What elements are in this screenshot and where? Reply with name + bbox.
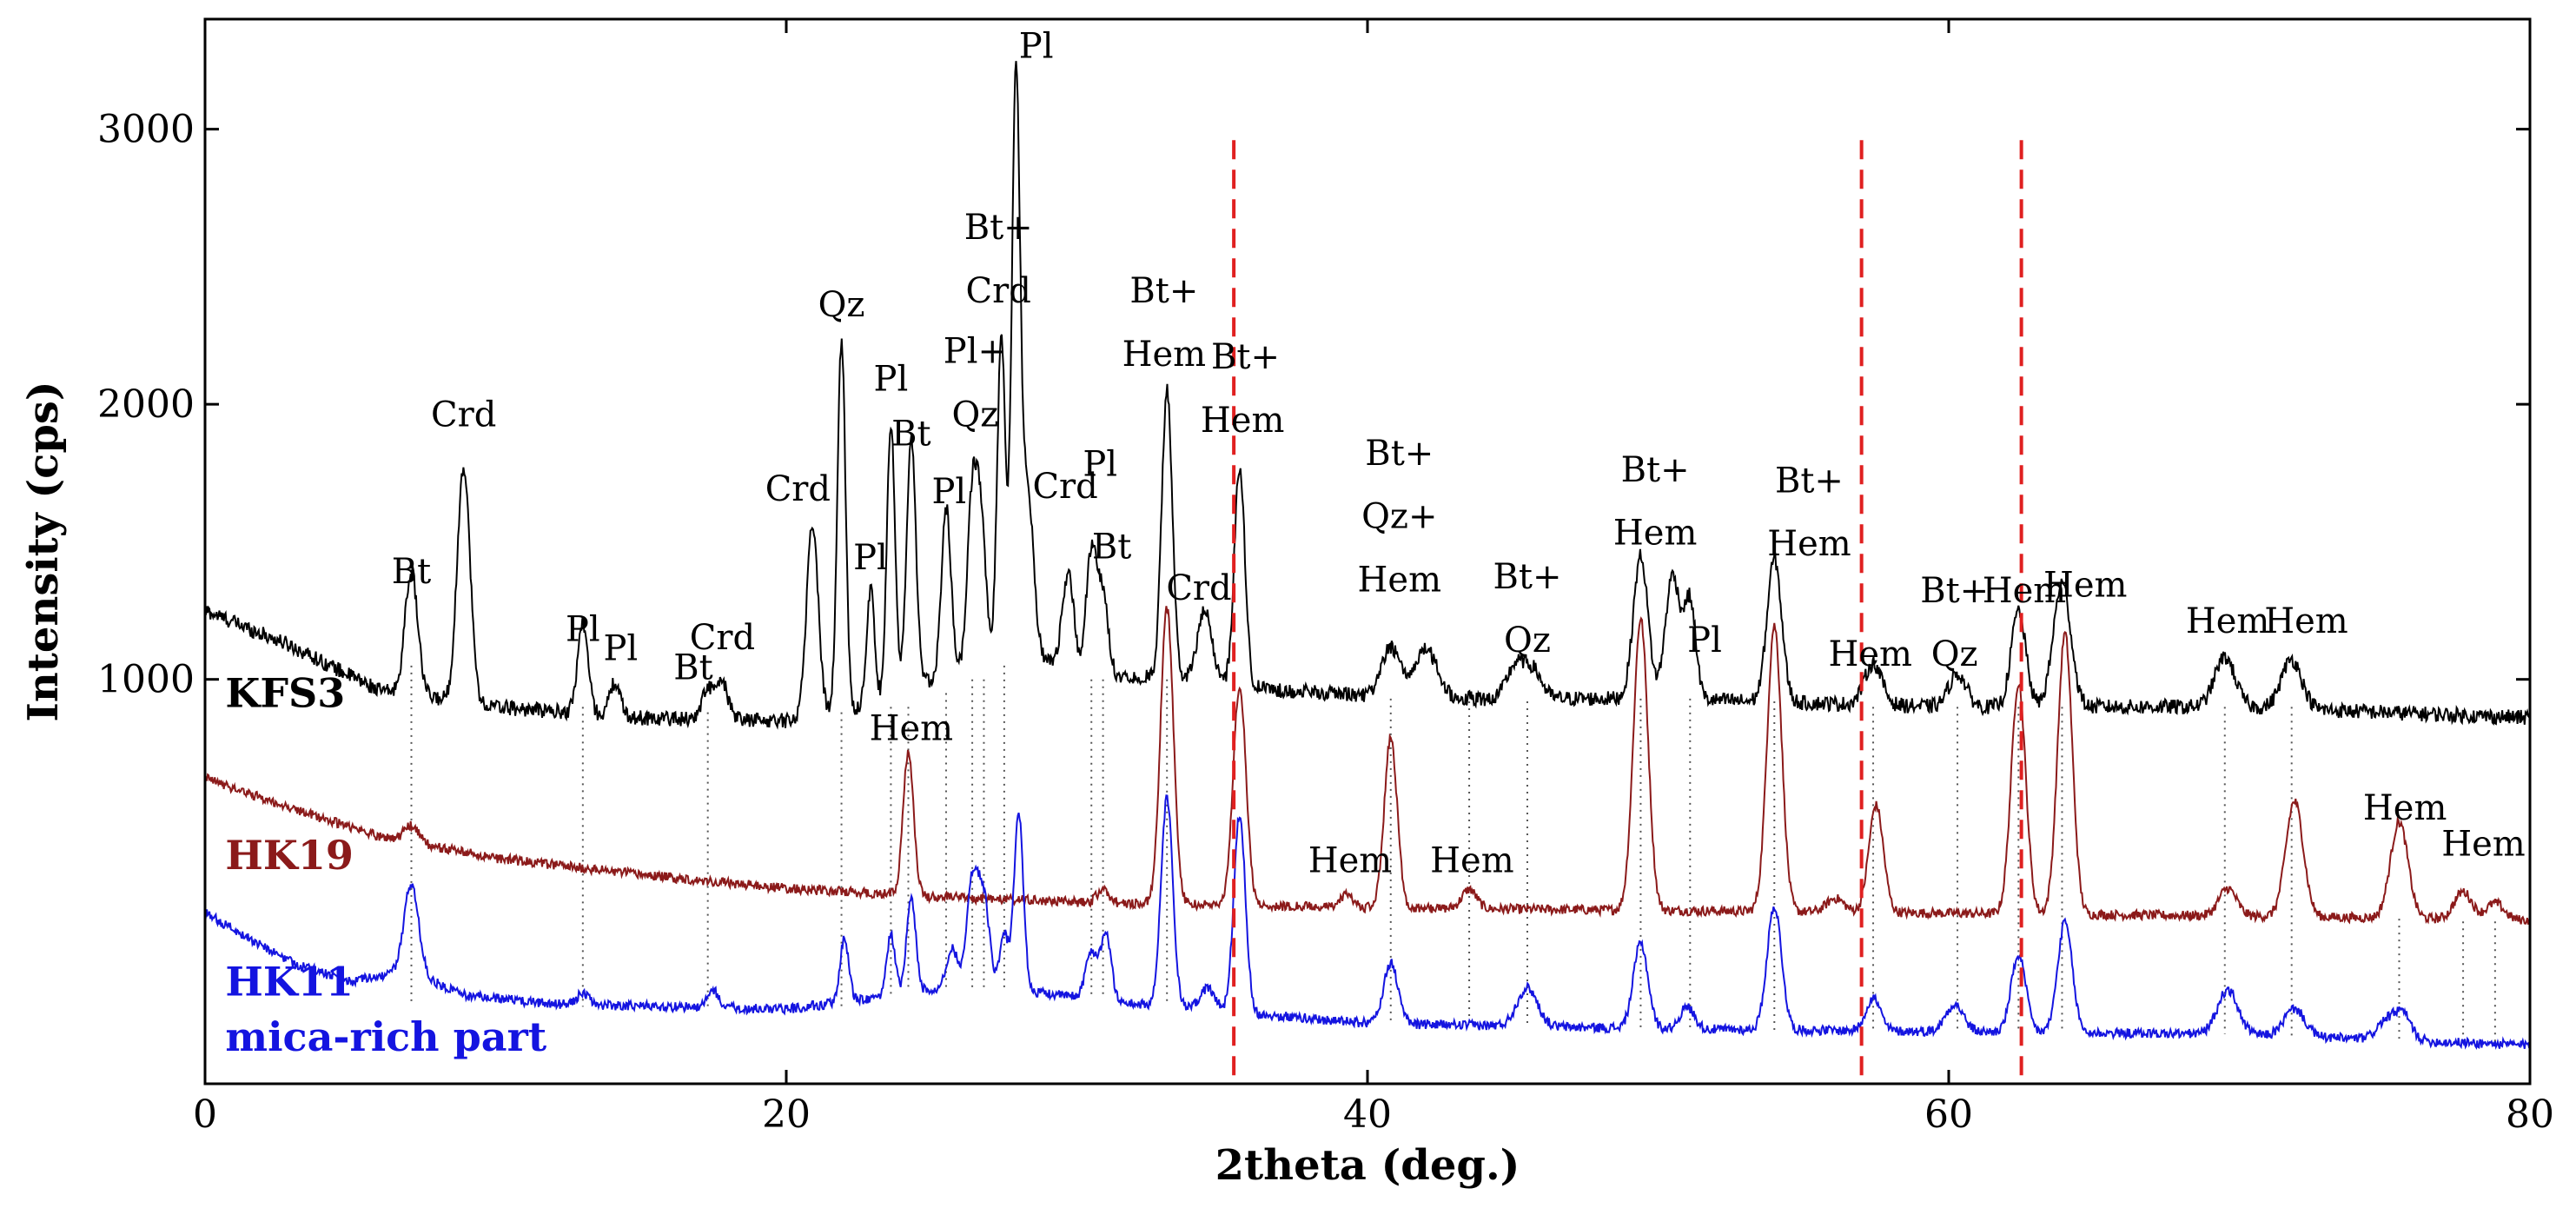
peak-label: Crd [1032, 467, 1097, 507]
peak-label: Pl [1019, 26, 1054, 66]
sample-label-hk11a: HK11 [225, 959, 353, 1006]
peak-label: Hem [1828, 634, 1911, 674]
peak-label: Bt [392, 552, 431, 592]
sample-label-hk11b: mica-rich part [225, 1013, 546, 1060]
plot-frame [203, 17, 2532, 1086]
dashed-reference-lines [1232, 140, 2023, 1084]
x-tick-label: 80 [2506, 1092, 2554, 1137]
peak-label: Pl [566, 609, 600, 649]
peak-label: Hem [2264, 601, 2348, 641]
x-tick-label: 0 [193, 1092, 217, 1137]
peak-label: Crd [690, 618, 755, 658]
peak-label: Hem [1308, 840, 1392, 880]
peak-label: Qz [1504, 621, 1551, 661]
sample-label-kfs3: KFS3 [225, 669, 345, 716]
axes: 0 20 40 60 80 1000 2000 3000 [97, 19, 2554, 1137]
peak-label: Bt [891, 415, 930, 455]
peak-label: Pl [1687, 621, 1722, 661]
diffraction-series [204, 61, 2531, 1051]
peak-label: Bt [673, 648, 712, 688]
peak-label: Qz [1931, 634, 1978, 674]
peak-label: Pl [931, 472, 966, 512]
peak-label: Hem [1983, 571, 2066, 611]
peak-label: Bt+ [1920, 571, 1989, 611]
series-line-hk11-mica-rich-part [204, 794, 2531, 1051]
sample-label-hk19: HK19 [225, 832, 353, 879]
y-axis-title: Intensity (cps) [19, 381, 68, 721]
peak-label: Bt [1092, 527, 1131, 567]
y-tick-label: 2000 [97, 382, 195, 427]
peak-label: Hem [2043, 566, 2127, 606]
peak-label: Qz [951, 395, 998, 435]
x-tick-label: 40 [1343, 1092, 1392, 1137]
peak-label: Hem [2363, 788, 2447, 828]
peak-label: Bt+ [1211, 337, 1280, 377]
peak-label: Pl [853, 538, 888, 578]
peak-label: Hem [870, 708, 953, 748]
peak-label: Pl [874, 359, 909, 399]
peak-label: Bt+ [1775, 461, 1844, 501]
peak-label: Crd [765, 469, 831, 509]
peak-label: Qz+ [1361, 497, 1437, 537]
peak-label: Pl [603, 629, 638, 669]
peak-label: Crd [431, 395, 496, 435]
peak-label: Crd [1166, 568, 1231, 608]
y-tick-label: 3000 [97, 108, 195, 152]
peak-label: Hem [2186, 601, 2269, 641]
peak-label: Qz [818, 285, 865, 325]
x-axis-title: 2theta (deg.) [1215, 1141, 1520, 1190]
dotted-peak-markers [410, 665, 2496, 1045]
series-line-kfs3 [204, 61, 2531, 730]
peak-label: Hem [1358, 560, 1441, 600]
series-line-hk19 [204, 606, 2531, 925]
peak-label: Bt+ [1365, 434, 1434, 474]
peak-label: Bt+ [1129, 271, 1198, 311]
sample-labels: KFS3 HK19 HK11 mica-rich part [225, 669, 546, 1060]
peak-label: Pl [1083, 444, 1117, 484]
peak-label: Hem [1613, 514, 1697, 554]
peak-label: Crd [966, 271, 1031, 311]
peak-label: Hem [1767, 524, 1851, 564]
peak-label: Hem [1201, 401, 1284, 441]
y-tick-label: 1000 [97, 658, 195, 702]
peak-label: Bt+ [1493, 557, 1561, 597]
peak-label: Bt+ [1621, 450, 1690, 490]
peak-label: Hem [1122, 335, 1206, 375]
peak-label: Hem [1430, 840, 1513, 880]
peak-label: Pl+ [944, 332, 1007, 372]
x-tick-label: 60 [1924, 1092, 1973, 1137]
peak-label: Hem [2441, 824, 2525, 864]
peak-label: Bt+ [964, 208, 1033, 248]
x-tick-label: 20 [762, 1092, 811, 1137]
